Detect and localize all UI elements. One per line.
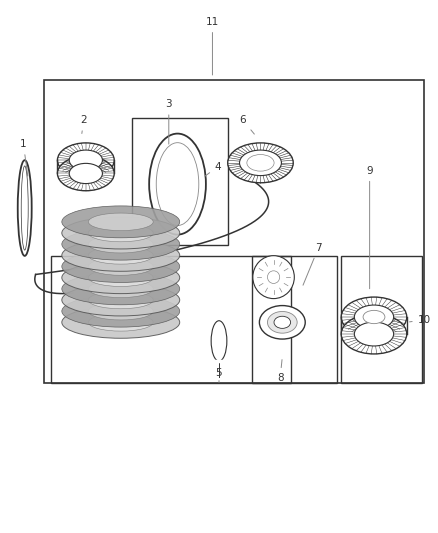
- Ellipse shape: [62, 284, 180, 316]
- Ellipse shape: [62, 295, 180, 327]
- Ellipse shape: [354, 305, 394, 329]
- Ellipse shape: [88, 236, 153, 253]
- Ellipse shape: [253, 256, 294, 298]
- Text: 1: 1: [20, 139, 28, 176]
- Ellipse shape: [21, 166, 28, 250]
- Ellipse shape: [62, 228, 180, 260]
- Ellipse shape: [18, 160, 32, 256]
- Ellipse shape: [341, 297, 407, 337]
- Bar: [341, 256, 422, 383]
- Ellipse shape: [69, 150, 102, 170]
- Text: 6: 6: [240, 115, 254, 134]
- Ellipse shape: [57, 156, 114, 191]
- Ellipse shape: [88, 291, 153, 309]
- Ellipse shape: [228, 143, 293, 183]
- Ellipse shape: [88, 213, 153, 231]
- Ellipse shape: [62, 239, 180, 271]
- Ellipse shape: [88, 269, 153, 286]
- Ellipse shape: [341, 314, 407, 354]
- Ellipse shape: [62, 306, 180, 338]
- Ellipse shape: [88, 302, 153, 320]
- Ellipse shape: [156, 143, 199, 225]
- Text: 7: 7: [303, 243, 321, 285]
- Text: 11: 11: [206, 17, 219, 75]
- Ellipse shape: [363, 310, 385, 324]
- Ellipse shape: [268, 311, 297, 333]
- Ellipse shape: [88, 313, 153, 331]
- Text: 2: 2: [80, 115, 87, 133]
- Text: 3: 3: [166, 99, 172, 144]
- Ellipse shape: [354, 322, 394, 346]
- Text: 10: 10: [410, 314, 431, 325]
- Text: 5: 5: [215, 368, 223, 382]
- Ellipse shape: [88, 247, 153, 264]
- Ellipse shape: [57, 143, 114, 177]
- Text: 9: 9: [366, 166, 373, 289]
- Ellipse shape: [62, 262, 180, 294]
- Text: 4: 4: [205, 161, 221, 176]
- Ellipse shape: [62, 217, 180, 249]
- Ellipse shape: [211, 321, 227, 361]
- Ellipse shape: [62, 206, 180, 238]
- Ellipse shape: [268, 271, 280, 284]
- Bar: [44, 80, 424, 383]
- Ellipse shape: [62, 251, 180, 282]
- Ellipse shape: [259, 305, 305, 339]
- Ellipse shape: [247, 155, 274, 171]
- Ellipse shape: [88, 280, 153, 297]
- Bar: [252, 256, 337, 383]
- Ellipse shape: [88, 224, 153, 242]
- Bar: [51, 256, 291, 383]
- Ellipse shape: [240, 150, 282, 175]
- Ellipse shape: [62, 273, 180, 305]
- Ellipse shape: [88, 258, 153, 275]
- Text: 8: 8: [277, 360, 283, 383]
- Bar: [132, 118, 228, 245]
- Ellipse shape: [274, 316, 290, 328]
- Ellipse shape: [69, 164, 102, 183]
- Ellipse shape: [149, 134, 206, 235]
